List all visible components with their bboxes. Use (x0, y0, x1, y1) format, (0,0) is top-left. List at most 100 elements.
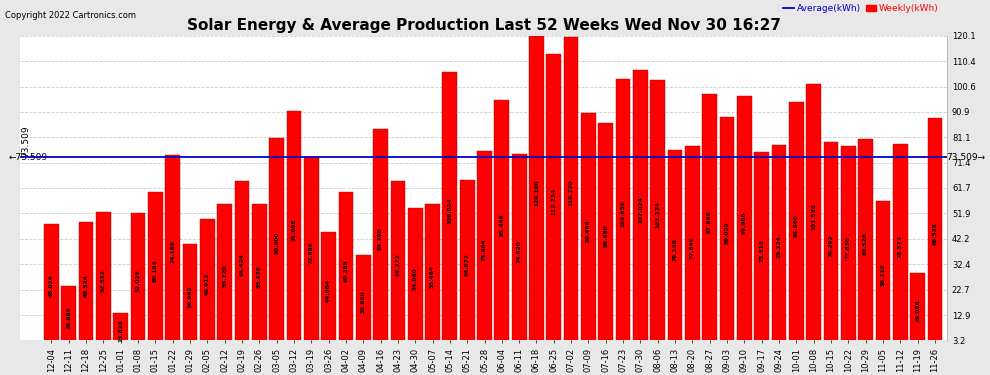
Text: 89.020: 89.020 (725, 222, 730, 244)
Text: 60.184: 60.184 (152, 259, 157, 282)
Text: 77.840: 77.840 (690, 236, 695, 259)
Bar (702, 94, 717, 349)
Text: 74.620: 74.620 (517, 240, 522, 263)
Text: 76.128: 76.128 (672, 238, 677, 261)
Bar (546, 54, 561, 349)
Text: 48.024: 48.024 (49, 275, 53, 297)
Text: 60.288: 60.288 (344, 259, 348, 282)
Bar (685, 146, 700, 349)
Text: 73.696: 73.696 (309, 241, 314, 264)
Bar (841, 146, 855, 349)
Bar (720, 117, 735, 349)
Bar (459, 180, 474, 349)
Bar (355, 255, 370, 349)
Text: 74.188: 74.188 (170, 241, 175, 264)
Text: 75.616: 75.616 (759, 239, 764, 262)
Text: 49.912: 49.912 (205, 272, 210, 295)
Text: 13.828: 13.828 (118, 319, 123, 342)
Bar (148, 192, 162, 349)
Text: 52.028: 52.028 (136, 270, 141, 292)
Text: 78.572: 78.572 (898, 235, 903, 258)
Bar (789, 102, 804, 349)
Text: 56.716: 56.716 (880, 263, 885, 286)
Text: 119.720: 119.720 (568, 179, 573, 206)
Bar (598, 123, 613, 349)
Bar (45, 224, 58, 349)
Text: 75.904: 75.904 (482, 238, 487, 261)
Text: 120.100: 120.100 (534, 179, 539, 206)
Bar (114, 313, 128, 349)
Bar (754, 152, 769, 349)
Text: 84.296: 84.296 (378, 228, 383, 250)
Bar (373, 129, 388, 349)
Text: 29.088: 29.088 (915, 300, 920, 322)
Bar (286, 111, 301, 349)
Bar (737, 96, 751, 349)
Text: 24.084: 24.084 (66, 306, 71, 328)
Text: 52.552: 52.552 (101, 269, 106, 292)
Bar (200, 219, 215, 349)
Text: 64.424: 64.424 (240, 254, 245, 276)
Text: 39.992: 39.992 (187, 285, 192, 308)
Bar (425, 204, 440, 349)
Text: 78.224: 78.224 (776, 236, 781, 258)
Bar (61, 286, 76, 349)
Text: ←73.509: ←73.509 (8, 153, 48, 162)
Text: 35.920: 35.920 (360, 291, 365, 313)
Text: 44.864: 44.864 (326, 279, 331, 302)
Bar (650, 80, 665, 349)
Title: Solar Energy & Average Production Last 52 Weeks Wed Nov 30 16:27: Solar Energy & Average Production Last 5… (187, 18, 781, 33)
Text: 73.509: 73.509 (21, 126, 30, 157)
Bar (235, 181, 249, 349)
Bar (390, 181, 405, 349)
Text: 54.080: 54.080 (413, 267, 418, 290)
Bar (563, 37, 578, 349)
Bar (304, 157, 319, 349)
Text: 79.292: 79.292 (829, 234, 834, 257)
Text: 55.464: 55.464 (430, 265, 435, 288)
Bar (512, 154, 527, 349)
Bar (96, 212, 111, 349)
Bar (165, 155, 180, 349)
Bar (928, 118, 942, 349)
Text: Copyright 2022 Cartronics.com: Copyright 2022 Cartronics.com (5, 11, 136, 20)
Text: 91.096: 91.096 (291, 219, 296, 241)
Bar (251, 204, 266, 349)
Bar (910, 273, 925, 349)
Text: 55.720: 55.720 (222, 265, 227, 288)
Bar (806, 84, 821, 349)
Bar (893, 144, 908, 349)
Text: 107.024: 107.024 (638, 196, 643, 223)
Text: 77.636: 77.636 (845, 236, 850, 259)
Text: 113.224: 113.224 (551, 188, 556, 215)
Text: 101.536: 101.536 (811, 203, 816, 230)
Bar (477, 151, 492, 349)
Text: 64.272: 64.272 (395, 254, 400, 276)
Text: 94.640: 94.640 (794, 214, 799, 237)
Bar (824, 142, 839, 349)
Bar (321, 232, 336, 349)
Text: 86.680: 86.680 (603, 224, 608, 247)
Bar (408, 208, 423, 349)
Bar (616, 79, 631, 349)
Text: 88.528: 88.528 (933, 222, 938, 245)
Bar (633, 70, 647, 349)
Text: 48.524: 48.524 (83, 274, 88, 297)
Text: 103.656: 103.656 (621, 200, 626, 227)
Text: 73.509→: 73.509→ (946, 153, 985, 162)
Text: 64.672: 64.672 (464, 253, 469, 276)
Text: 80.528: 80.528 (863, 232, 868, 255)
Text: 106.024: 106.024 (447, 197, 452, 224)
Bar (183, 244, 197, 349)
Legend: Average(kWh), Weekly(kWh): Average(kWh), Weekly(kWh) (780, 1, 942, 17)
Bar (875, 201, 890, 349)
Text: 96.908: 96.908 (742, 211, 746, 234)
Text: 103.224: 103.224 (655, 201, 660, 228)
Bar (771, 145, 786, 349)
Bar (494, 100, 509, 349)
Bar (217, 204, 232, 349)
Bar (529, 36, 544, 349)
Bar (131, 213, 146, 349)
Bar (339, 192, 353, 349)
Bar (443, 72, 457, 349)
